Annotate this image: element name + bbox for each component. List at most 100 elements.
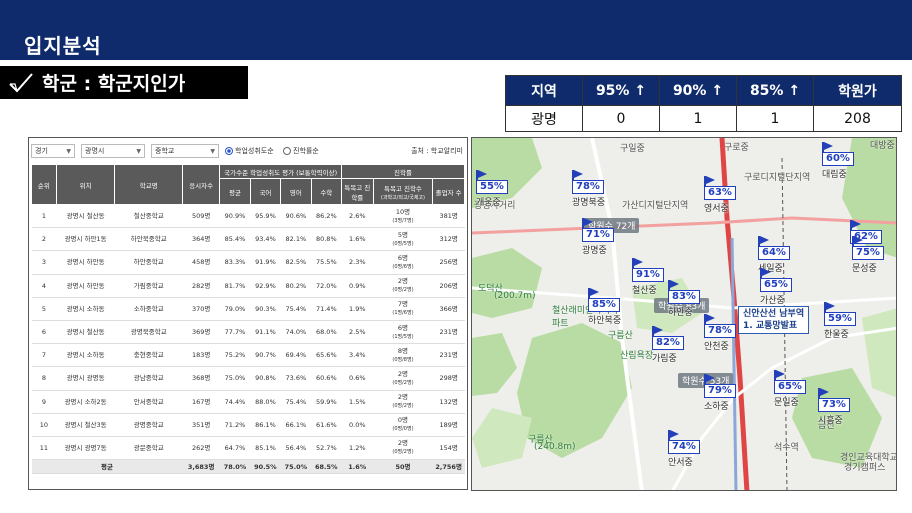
table-cell: 광명중학교 <box>114 413 183 437</box>
special-count-detail: (0명/5명) <box>392 240 414 247</box>
table-cell: 0.9% <box>341 274 374 298</box>
table-cell: 68.0% <box>311 320 342 345</box>
school-flag[interactable]: 59% 한울중 <box>824 302 856 340</box>
flag-icon <box>668 280 680 290</box>
flag-icon <box>582 218 594 228</box>
table-cell: 206명 <box>432 274 465 298</box>
school-flag[interactable]: 73% 시흥중 <box>818 388 850 426</box>
table-cell: 59.9% <box>311 390 342 414</box>
school-flag[interactable]: 60% 대림중 <box>822 142 854 180</box>
radio-advance[interactable]: 진학률순 <box>283 146 319 156</box>
school-flag[interactable]: 78% 광명북중 <box>572 170 605 208</box>
table-cell: 8 <box>31 366 57 391</box>
table-row[interactable]: 1 광명시 철산동 철산중학교 509명 90.9% 95.9% 90.6% 86.2% 2.6… <box>31 204 465 229</box>
flag-school-name: 문일중 <box>774 398 799 408</box>
map-label: 철산래미안자이아파트 <box>552 306 619 329</box>
summary-cell: 광명 <box>505 105 583 132</box>
table-cell: 298명 <box>432 366 465 391</box>
table-cell-count: 5명 (0명/5명) <box>373 227 433 252</box>
school-ranking-panel: 경기 ▼ 광명시 ▼ 중학교 ▼ 학업성취도순 진학률순 출처 : 학교알리미 순위 … <box>28 137 468 490</box>
special-count-detail: (0명/2명) <box>392 379 414 386</box>
special-count: 8명 <box>397 346 409 355</box>
region-select[interactable]: 경기 ▼ <box>31 144 75 158</box>
flag-school-name: 가산중 <box>760 296 785 306</box>
table-row[interactable]: 11 광명시 광명7동 광문중학교 262명 64.7% 85.1% 56.4% 52.7% 1… <box>31 436 465 461</box>
summary-header: 85% ↑ <box>736 75 814 106</box>
table-cell: 하안중학교 <box>114 250 183 275</box>
flag-percent: 78% <box>704 324 736 338</box>
school-flag[interactable]: 82% 가림중 <box>652 326 684 364</box>
school-flag[interactable]: 78% 안천중 <box>704 314 736 352</box>
table-cell: 광명시 하안동 <box>56 274 115 298</box>
col-graduates: 졸업자 수 <box>432 178 465 205</box>
map-label: (200.7m) <box>494 291 536 301</box>
table-cell: 광명시 하안1동 <box>56 227 115 252</box>
flag-icon <box>652 326 664 336</box>
table-cell: 광명시 철산동 <box>56 320 115 345</box>
flag-icon <box>476 170 488 180</box>
col-location: 위치 <box>55 164 116 205</box>
school-flag[interactable]: 79% 소하중 <box>704 374 736 412</box>
table-row[interactable]: 2 광명시 하안1동 하안북중학교 364명 85.4% 93.4% 82.1% 80.8% 1… <box>31 227 465 252</box>
school-level-select[interactable]: 중학교 ▼ <box>151 144 219 158</box>
map-label: 구일중 <box>620 144 645 154</box>
table-row[interactable]: 8 광명시 광명동 광남중학교 368명 75.0% 90.8% 73.6% 60.6% 0.6… <box>31 366 465 391</box>
region-select-value: 경기 <box>35 147 48 155</box>
school-flag[interactable]: 83% 하안중 <box>668 280 700 318</box>
school-flag[interactable]: 85% 하안북중 <box>588 288 621 326</box>
school-flag[interactable]: 65% 가산중 <box>760 268 792 306</box>
special-count-detail: (0명/2명) <box>392 287 414 294</box>
table-cell: 368명 <box>182 366 220 391</box>
table-cell: 0.0% <box>341 413 374 437</box>
school-flag[interactable]: 63% 영서중 <box>704 176 736 214</box>
map-label: 도덕산 <box>478 284 503 294</box>
radio-achievement-label: 학업성취도순 <box>235 147 274 155</box>
table-cell-count: 0명 (0명/0명) <box>373 413 433 437</box>
flag-school-name: 하안북중 <box>588 316 622 326</box>
radio-achievement[interactable]: 학업성취도순 <box>225 146 274 156</box>
table-row[interactable]: 4 광명시 하안동 가림중학교 282명 81.7% 92.9% 80.2% 72.0% 0.9… <box>31 274 465 298</box>
table-row[interactable]: 6 광명시 철산동 광명북중학교 369명 77.7% 91.1% 74.0% 68.0% 2.… <box>31 320 465 345</box>
table-cell: 광명시 광명동 <box>56 366 115 391</box>
table-row[interactable]: 9 광명시 소하2동 안서중학교 167명 74.4% 88.0% 75.4% 59.9% 1.… <box>31 390 465 414</box>
table-cell: 광명시 소하동 <box>56 297 115 321</box>
table-cell: 366명 <box>432 297 465 321</box>
average-cell: 2,756명 <box>432 459 465 475</box>
table-row[interactable]: 7 광명시 소하동 충현중학교 183명 75.2% 90.7% 69.4% 65.6% 3.4… <box>31 343 465 368</box>
table-row[interactable]: 3 광명시 하안동 하안중학교 458명 83.3% 91.9% 82.5% 75.5% 2.3… <box>31 250 465 275</box>
school-map[interactable]: 구일중 구로중 구로디지털단지역 가산디지털단지역 도덕산 (200.7m) 철… <box>471 137 897 491</box>
table-cell: 381명 <box>432 204 465 229</box>
summary-header: 지역 <box>505 75 583 106</box>
table-cell: 79.0% <box>219 297 251 321</box>
flag-percent: 55% <box>476 180 508 194</box>
special-count-detail: (1명/6명) <box>392 310 414 317</box>
special-count: 2명 <box>397 439 409 448</box>
school-flag[interactable]: 55% 개웅중 <box>476 170 508 208</box>
flag-icon <box>758 236 770 246</box>
table-row[interactable]: 5 광명시 소하동 소하중학교 370명 79.0% 90.3% 75.4% 71.4% 1.9… <box>31 297 465 321</box>
school-flag[interactable]: 75% 문성중 <box>852 236 884 274</box>
table-cell: 167명 <box>182 390 220 414</box>
table-cell: 광명시 하안동 <box>56 250 115 275</box>
flag-icon <box>850 220 862 230</box>
table-cell: 91.1% <box>250 320 281 345</box>
table-cell: 75.0% <box>219 366 251 391</box>
group-achievement: 국가수준 학업성취도 평가 (보통학력이상) <box>219 164 343 179</box>
flag-percent: 59% <box>824 312 856 326</box>
table-row[interactable]: 10 광명시 철산3동 광명중학교 351명 71.2% 86.1% 66.1% 61.6% 0… <box>31 413 465 437</box>
school-flag[interactable]: 65% 문일중 <box>774 370 806 408</box>
special-count: 2명 <box>397 277 409 286</box>
table-cell: 282명 <box>182 274 220 298</box>
city-select[interactable]: 광명시 ▼ <box>81 144 145 158</box>
table-cell: 312명 <box>432 227 465 252</box>
section-label: 학군 : 학군지인가 <box>0 66 248 99</box>
flag-school-name: 개웅중 <box>476 198 501 208</box>
chevron-down-icon: ▼ <box>210 148 215 155</box>
school-flag[interactable]: 91% 철산중 <box>632 258 664 296</box>
school-flag[interactable]: 74% 안서중 <box>668 430 700 468</box>
school-flag[interactable]: 71% 광명중 <box>582 218 614 256</box>
flag-percent: 79% <box>704 384 736 398</box>
flag-percent: 74% <box>668 440 700 454</box>
table-cell: 2.6% <box>341 204 374 229</box>
page-title: 입지분석 <box>24 34 102 58</box>
